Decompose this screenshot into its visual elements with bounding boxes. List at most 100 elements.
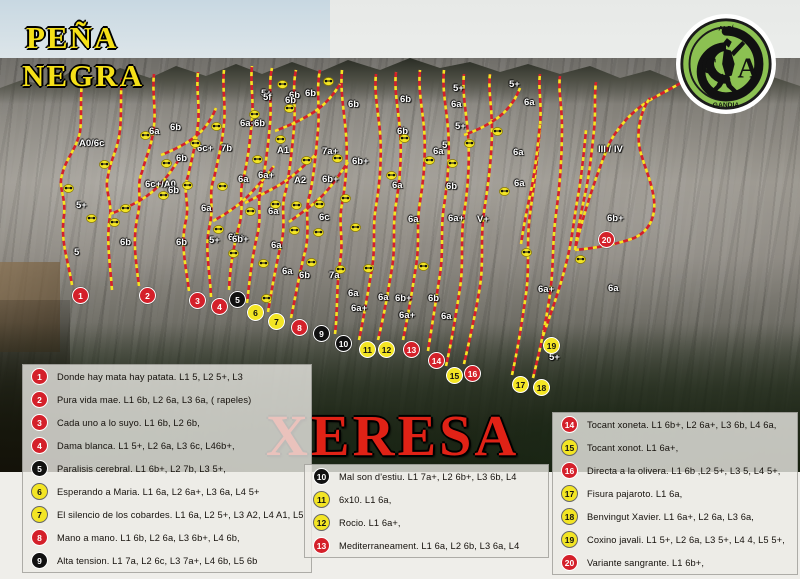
belay-anchor-icon: [190, 135, 201, 148]
legend-panel-left: 1 Donde hay mata hay patata. L1 5, L2 5+,…: [22, 364, 312, 573]
legend-row[interactable]: 12 Rocio. L1 6a+,: [305, 511, 548, 534]
grade-label: 6a: [149, 126, 160, 137]
route-marker-2[interactable]: 2: [139, 287, 156, 304]
route-marker-6[interactable]: 6: [247, 304, 264, 321]
grade-label: A1: [277, 145, 290, 156]
legend-row[interactable]: 13 Mediterraneament. L1 6a, L2 6b, L3 6a,…: [305, 534, 548, 557]
grade-label: 5+: [76, 200, 87, 211]
legend-row[interactable]: 4 Dama blanca. L1 5+, L2 6a, L3 6c, L46b+…: [23, 434, 311, 457]
route-marker-10[interactable]: 10: [335, 335, 352, 352]
grade-label: 6a: [514, 178, 525, 189]
grade-label: 6a: [348, 288, 359, 299]
legend-route-number: 16: [561, 462, 578, 479]
legend-row[interactable]: 7 El silencio de los cobardes. L1 6a, L2 …: [23, 503, 311, 526]
belay-anchor-icon: [182, 177, 193, 190]
club-logo: A C ALPÍ GANDIA: [676, 14, 776, 114]
route-marker-18[interactable]: 18: [533, 379, 550, 396]
grade-label: 7a+: [322, 146, 339, 157]
legend-route-description: Mano a mano. L1 6b, L2 6a, L3 6b+, L4 6b…: [57, 532, 240, 543]
route-marker-5[interactable]: 5: [229, 291, 246, 308]
legend-route-description: Directa a la olivera. L1 6b ,L2 5+, L3 5…: [587, 465, 781, 476]
belay-anchor-icon: [211, 118, 222, 131]
route-marker-20[interactable]: 20: [598, 231, 615, 248]
grade-label: 6a: [271, 240, 282, 251]
grade-label: 7b: [221, 143, 233, 154]
legend-route-description: Pura vida mae. L1 6b, L2 6a, L3 6a, ( ra…: [57, 394, 252, 405]
belay-anchor-icon: [340, 190, 351, 203]
legend-panel-right: 14 Tocant xoneta. L1 6b+, L2 6a+, L3 6b, …: [552, 412, 798, 575]
belay-anchor-icon: [289, 222, 300, 235]
route-marker-9[interactable]: 9: [313, 325, 330, 342]
grade-label: 5+: [509, 79, 520, 90]
route-marker-15[interactable]: 15: [446, 367, 463, 384]
legend-route-description: Dama blanca. L1 5+, L2 6a, L3 6c, L46b+,: [57, 440, 235, 451]
legend-route-number: 9: [31, 552, 48, 569]
grade-label: V+: [477, 214, 489, 225]
grade-label: 6a: [608, 283, 619, 294]
route-marker-3[interactable]: 3: [189, 292, 206, 309]
crag-name-line1: PEÑA: [26, 20, 119, 55]
legend-row[interactable]: 15 Tocant xonot. L1 6a+,: [553, 436, 797, 459]
belay-anchor-icon: [275, 131, 286, 144]
grade-label: 5+: [261, 88, 272, 99]
belay-anchor-icon: [399, 130, 410, 143]
grade-label: 6b: [397, 126, 409, 137]
grade-label: III / IV: [598, 144, 623, 155]
legend-row[interactable]: 6 Esperando a Maria. L1 6a, L2 6a+, L3 6a…: [23, 480, 311, 503]
grade-label: 6b: [348, 99, 360, 110]
grade-label: 7a: [329, 270, 340, 281]
legend-row[interactable]: 16 Directa a la olivera. L1 6b ,L2 5+, L3…: [553, 459, 797, 482]
legend-route-description: Alta tension. L1 7a, L2 6c, L3 7a+, L4 6…: [57, 555, 258, 566]
legend-row[interactable]: 2 Pura vida mae. L1 6b, L2 6a, L3 6a, ( r…: [23, 388, 311, 411]
grade-label: A0/6c: [79, 138, 105, 149]
legend-route-description: Variante sangrante. L1 6b+,: [587, 557, 705, 568]
route-marker-4[interactable]: 4: [211, 298, 228, 315]
legend-route-description: Donde hay mata hay patata. L1 5, L2 5+, …: [57, 371, 243, 382]
route-marker-19[interactable]: 19: [543, 337, 560, 354]
route-marker-14[interactable]: 14: [428, 352, 445, 369]
legend-row[interactable]: 10 Mal son d'estiu. L1 7a+, L2 6b+, L3 6b…: [305, 465, 548, 488]
legend-route-description: El silencio de los cobardes. L1 6a, L2 5…: [57, 509, 304, 520]
grade-label: 6a: [268, 206, 279, 217]
route-marker-8[interactable]: 8: [291, 319, 308, 336]
legend-row[interactable]: 9 Alta tension. L1 7a, L2 6c, L3 7a+, L4 …: [23, 549, 311, 572]
belay-anchor-icon: [120, 200, 131, 213]
belay-anchor-icon: [213, 221, 224, 234]
legend-route-number: 3: [31, 414, 48, 431]
svg-text:ALPÍ: ALPÍ: [718, 23, 734, 32]
route-marker-17[interactable]: 17: [512, 376, 529, 393]
legend-row[interactable]: 17 Fisura pajaroto. L1 6a,: [553, 482, 797, 505]
grade-label: 6b+: [395, 293, 412, 304]
legend-row[interactable]: 8 Mano a mano. L1 6b, L2 6a, L3 6b+, L4 6…: [23, 526, 311, 549]
grade-label: 6b: [168, 185, 180, 196]
legend-row[interactable]: 11 6x10. L1 6a,: [305, 488, 548, 511]
belay-anchor-icon: [424, 152, 435, 165]
belay-anchor-icon: [314, 196, 325, 209]
legend-route-number: 2: [31, 391, 48, 408]
grade-label: 6b+: [232, 234, 249, 245]
route-marker-16[interactable]: 16: [464, 365, 481, 382]
legend-row[interactable]: 20 Variante sangrante. L1 6b+,: [553, 551, 797, 574]
route-marker-13[interactable]: 13: [403, 341, 420, 358]
legend-row[interactable]: 14 Tocant xoneta. L1 6b+, L2 6a+, L3 6b, …: [553, 413, 797, 436]
belay-anchor-icon: [350, 219, 361, 232]
legend-row[interactable]: 18 Benvingut Xavier. L1 6a+, L2 6a, L3 6a…: [553, 505, 797, 528]
legend-row[interactable]: 3 Cada uno a lo suyo. L1 6b, L2 6b,: [23, 411, 311, 434]
route-marker-1[interactable]: 1: [72, 287, 89, 304]
grade-label: 6b: [299, 270, 311, 281]
legend-row[interactable]: 1 Donde hay mata hay patata. L1 5, L2 5+,…: [23, 365, 311, 388]
route-marker-7[interactable]: 7: [268, 313, 285, 330]
legend-route-description: Fisura pajaroto. L1 6a,: [587, 488, 683, 499]
belay-anchor-icon: [99, 156, 110, 169]
belay-anchor-icon: [418, 258, 429, 271]
legend-route-number: 8: [31, 529, 48, 546]
grade-label: 6b: [170, 122, 182, 133]
route-marker-12[interactable]: 12: [378, 341, 395, 358]
route-marker-11[interactable]: 11: [359, 341, 376, 358]
legend-row[interactable]: 5 Paralisis cerebral. L1 6b+, L2 7b, L3 5…: [23, 457, 311, 480]
legend-route-number: 11: [313, 491, 330, 508]
grade-label: 6a+: [538, 284, 555, 295]
legend-route-number: 6: [31, 483, 48, 500]
belay-anchor-icon: [335, 261, 346, 274]
legend-row[interactable]: 19 Coxino javali. L1 5+, L2 6a, L3 5+, L4…: [553, 528, 797, 551]
